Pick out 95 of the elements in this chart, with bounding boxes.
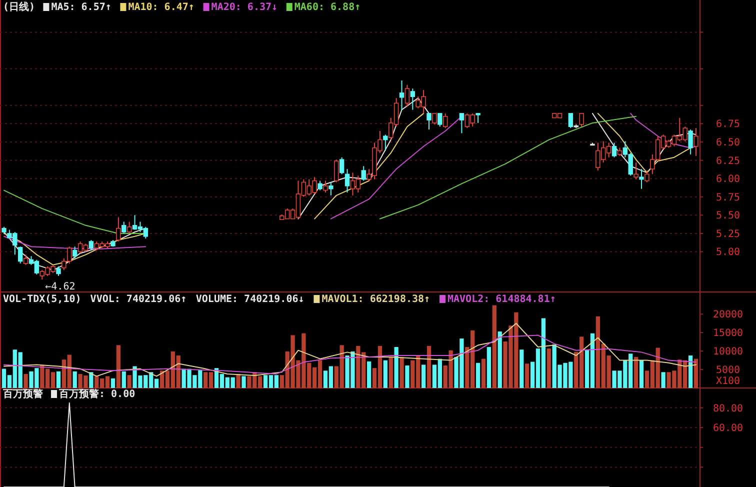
bar bbox=[56, 371, 61, 388]
y-tick-label: 5.75 bbox=[716, 192, 740, 204]
candlestick bbox=[438, 112, 442, 128]
candlestick bbox=[459, 112, 464, 134]
annotation: ←4.62 bbox=[45, 282, 76, 293]
bar bbox=[498, 332, 502, 388]
candlestick bbox=[634, 162, 638, 180]
line-series bbox=[4, 334, 696, 374]
legend-label: MA60: 6.88↑ bbox=[294, 2, 361, 13]
bar bbox=[476, 362, 480, 388]
legend-label: MA10: 6.47↑ bbox=[128, 2, 194, 13]
bar bbox=[486, 347, 492, 388]
y-tick-label: 6.00 bbox=[716, 174, 740, 186]
candlestick bbox=[568, 112, 574, 129]
candlestick bbox=[579, 112, 584, 128]
bar bbox=[400, 356, 404, 388]
legend-label: 百万预警: 0.00 bbox=[58, 388, 136, 400]
bar bbox=[24, 374, 28, 388]
chart-title: 百万预警 bbox=[2, 388, 43, 400]
bar bbox=[383, 360, 388, 388]
y-tick-label: 5.25 bbox=[716, 228, 740, 240]
bar bbox=[688, 356, 693, 388]
bar bbox=[116, 345, 120, 388]
bar bbox=[405, 365, 410, 388]
bar bbox=[367, 361, 372, 388]
y-tick-label: 10000 bbox=[712, 346, 744, 358]
bar bbox=[242, 376, 246, 388]
bar bbox=[694, 358, 698, 388]
bar bbox=[481, 358, 486, 388]
candlestick bbox=[334, 159, 339, 183]
candlestick bbox=[426, 112, 432, 130]
bar bbox=[426, 346, 432, 388]
candlestick bbox=[72, 246, 78, 259]
y-tick-label: 15000 bbox=[712, 328, 744, 340]
y-tick-label: 6.75 bbox=[716, 119, 740, 130]
bar bbox=[546, 348, 551, 388]
candlestick bbox=[328, 182, 334, 196]
legend-label: MA20: 6.37↓ bbox=[211, 2, 278, 13]
bar bbox=[122, 371, 126, 388]
y-axis-title: X100 bbox=[716, 376, 740, 387]
candlestick bbox=[410, 88, 416, 110]
bar bbox=[639, 360, 644, 388]
y-tick-label: 20000 bbox=[712, 310, 744, 321]
y-tick-label: 5000 bbox=[716, 365, 740, 376]
bar bbox=[89, 372, 94, 388]
candlestick bbox=[590, 142, 595, 146]
bar bbox=[388, 356, 393, 388]
bar bbox=[421, 364, 426, 388]
annotation: VOLUME: 740219.06↓ bbox=[196, 294, 304, 305]
candlestick bbox=[88, 240, 94, 251]
y-tick-label: 80.00 bbox=[712, 403, 744, 414]
candlestick bbox=[344, 168, 350, 193]
y-tick-label: 60.00 bbox=[712, 423, 744, 434]
candlestick bbox=[361, 166, 366, 182]
candlestick bbox=[644, 170, 650, 183]
candlestick bbox=[383, 134, 388, 152]
candlestick bbox=[688, 129, 693, 155]
candlestick bbox=[56, 266, 61, 276]
bar bbox=[127, 375, 132, 388]
chart-title: VOL-TDX(5,10) bbox=[3, 294, 82, 305]
candlestick bbox=[116, 216, 121, 242]
bar bbox=[634, 356, 638, 388]
chart-title: (日线) bbox=[3, 1, 36, 13]
bar bbox=[520, 350, 524, 388]
candlestick bbox=[318, 180, 322, 191]
bar bbox=[110, 378, 116, 388]
candlestick bbox=[612, 142, 617, 158]
bar bbox=[236, 374, 240, 388]
legend-label: MAVOL1: 662198.38↑ bbox=[322, 294, 430, 305]
candlestick bbox=[694, 128, 698, 156]
candlestick bbox=[404, 84, 410, 108]
legend-label: MA5: 6.57↑ bbox=[51, 2, 112, 13]
candlestick bbox=[476, 112, 480, 124]
candlestick bbox=[18, 246, 23, 264]
y-tick-label: 5.50 bbox=[716, 210, 740, 222]
bar bbox=[394, 347, 398, 388]
bar bbox=[72, 371, 77, 388]
candlestick bbox=[442, 112, 448, 129]
line-series bbox=[4, 322, 696, 377]
y-tick-label: 6.25 bbox=[716, 156, 740, 167]
candlestick bbox=[432, 112, 437, 125]
candlestick bbox=[323, 180, 328, 193]
bar bbox=[492, 305, 496, 388]
candlestick bbox=[122, 221, 126, 234]
candlestick bbox=[399, 80, 404, 110]
bar bbox=[661, 372, 666, 388]
legend-label: MAVOL2: 614884.81↑ bbox=[448, 294, 556, 305]
annotation: VVOL: 740219.06↑ bbox=[90, 294, 187, 305]
candlestick bbox=[339, 156, 344, 175]
bar bbox=[525, 364, 530, 388]
y-tick-label: 5.00 bbox=[716, 247, 740, 258]
candlestick bbox=[126, 221, 132, 234]
candlestick bbox=[23, 254, 28, 266]
candlestick bbox=[639, 168, 644, 190]
y-tick-label: 6.50 bbox=[716, 137, 740, 148]
